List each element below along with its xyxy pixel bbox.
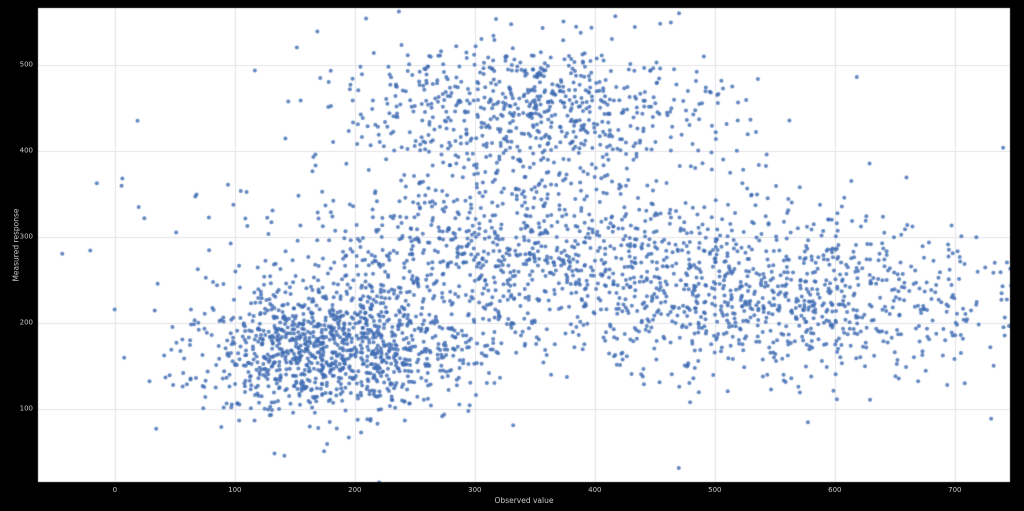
x-tick-label: 100 xyxy=(228,486,242,494)
x-tick-label: 300 xyxy=(468,486,482,494)
y-tick-label: 200 xyxy=(19,318,33,327)
x-tick-label: 200 xyxy=(348,486,362,494)
x-tick-label: 500 xyxy=(708,486,722,494)
y-tick-label: 100 xyxy=(19,404,33,413)
y-tick-label: 300 xyxy=(19,232,33,241)
y-tick-label: 400 xyxy=(19,146,33,155)
x-tick-label: 400 xyxy=(588,486,602,494)
x-tick-label: 700 xyxy=(948,486,962,494)
y-axis-label: Measured response xyxy=(11,208,21,282)
x-tick-label: 600 xyxy=(828,486,842,494)
y-tick-label: 500 xyxy=(19,60,33,69)
x-axis-label: Observed value xyxy=(494,496,554,505)
x-tick-label: 0 xyxy=(112,486,118,494)
